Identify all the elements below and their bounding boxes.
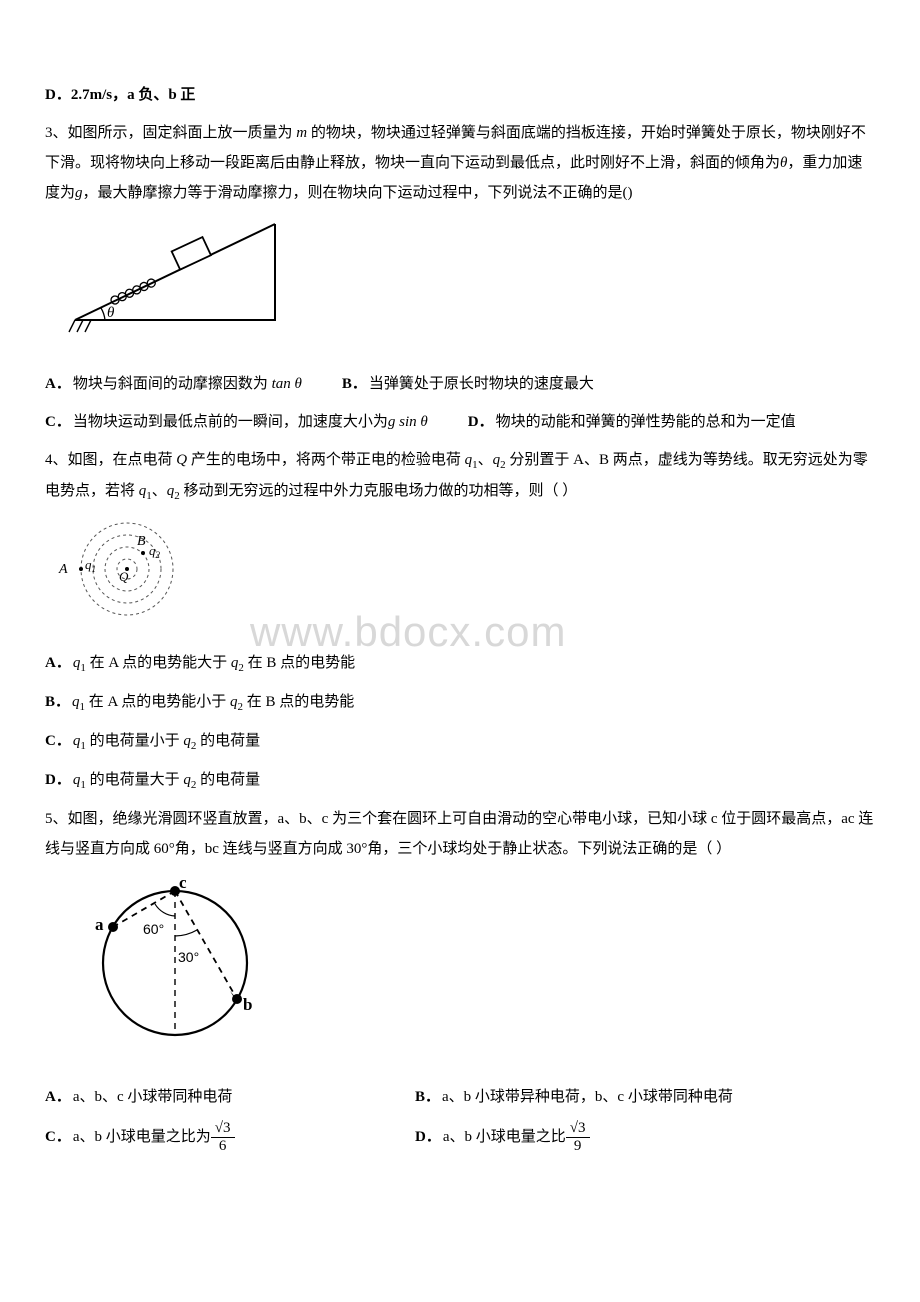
q4-t4: 移动到无穷远的过程中外力克服电场力做的功相等，则（ ） (180, 483, 578, 499)
option-math: g sin θ (388, 407, 428, 437)
option-text: 物块的动能和弹簧的弹性势能的总和为一定值 (496, 407, 796, 437)
option-prefix: C． (45, 1122, 71, 1152)
q4-figure: A q1 B q2 Q (55, 519, 875, 630)
q3-option-d: D．物块的动能和弹簧的弹性势能的总和为一定值 (468, 407, 796, 437)
q5-stem: 5、如图，绝缘光滑圆环竖直放置，a、b、c 为三个套在圆环上可自由滑动的空心带电… (45, 804, 875, 864)
q5-figure-svg: a b c 60° 30° (85, 878, 275, 1053)
option-prefix: D． (415, 1122, 441, 1152)
q3-options-row1: A．物块与斜面间的动摩擦因数为 tan θ B．当弹簧处于原长时物块的速度最大 (45, 369, 875, 399)
q5-options-row1: A．a、b、c 小球带同种电荷 B．a、b 小球带异种电荷，b、c 小球带同种电… (45, 1082, 875, 1112)
q3-option-a: A．物块与斜面间的动摩擦因数为 tan θ (45, 369, 302, 399)
q4-option-a: A．q1 在 A 点的电势能大于 q2 在 B 点的电势能 (45, 648, 875, 679)
q2-option-d: D．2.7m/s，a 负、b 正 (45, 80, 875, 110)
q5-option-c: C．a、b 小球电量之比为 √3 6 (45, 1120, 375, 1154)
option-prefix: D． (45, 772, 71, 788)
q3-theta-label: θ (107, 305, 115, 321)
q4-option-d: D．q1 的电荷量大于 q2 的电荷量 (45, 765, 875, 796)
option-prefix: D． (45, 87, 71, 103)
option-text: 物块与斜面间的动摩擦因数为 (73, 369, 268, 399)
option-prefix: C． (45, 407, 71, 437)
q5-text: 如图，绝缘光滑圆环竖直放置，a、b、c 为三个套在圆环上可自由滑动的空心带电小球… (45, 811, 873, 857)
option-text: a、b 小球电量之比 (443, 1122, 566, 1152)
q3-option-c: C．当物块运动到最低点前的一瞬间，加速度大小为 g sin θ (45, 407, 428, 437)
q5-option-a: A．a、b、c 小球带同种电荷 (45, 1082, 375, 1112)
q3-text4: ，最大静摩擦力等于滑动摩擦力，则在物块向下运动过程中，下列说法不正确的是() (83, 185, 633, 201)
q3-option-b: B．当弹簧处于原长时物块的速度最大 (342, 369, 594, 399)
option-prefix: C． (45, 733, 71, 749)
q4-dot: 、 (478, 452, 493, 468)
q5-number: 5、 (45, 811, 68, 827)
q5-angle60: 60° (143, 921, 164, 937)
q4-t2: 产生的电场中，将两个带正电的检验电荷 (187, 452, 465, 468)
q3-figure-svg: θ (65, 220, 285, 340)
q5-b-label: b (243, 995, 252, 1014)
q5-figure: a b c 60° 30° (85, 878, 875, 1064)
page-content: D．2.7m/s，a 负、b 正 3、如图所示，固定斜面上放一质量为 m 的物块… (45, 80, 875, 1154)
q4-number: 4、 (45, 452, 68, 468)
option-prefix: A． (45, 1082, 71, 1112)
q3-number: 3、 (45, 125, 68, 141)
q4-option-c: C．q1 的电荷量小于 q2 的电荷量 (45, 726, 875, 757)
option-text: a、b 小球电量之比为 (73, 1122, 211, 1152)
q5-a-label: a (95, 915, 104, 934)
svg-text:q2: q2 (149, 543, 161, 560)
fraction: √3 6 (211, 1120, 235, 1154)
q3-text1: 如图所示，固定斜面上放一质量为 (68, 125, 297, 141)
q3-g: g (75, 185, 83, 201)
option-prefix: B． (415, 1082, 440, 1112)
q5-angle30: 30° (178, 949, 199, 965)
q5-c-label: c (179, 878, 187, 892)
q4-option-b: B．q1 在 A 点的电势能小于 q2 在 B 点的电势能 (45, 687, 875, 718)
q4-t1: 如图，在点电荷 (68, 452, 177, 468)
option-prefix: B． (45, 694, 70, 710)
option-text: 2.7m/s，a 负、b 正 (71, 87, 196, 103)
q4-figure-svg: A q1 B q2 Q (55, 519, 205, 619)
q3-options-row2: C．当物块运动到最低点前的一瞬间，加速度大小为 g sin θ D．物块的动能和… (45, 407, 875, 437)
q3-stem: 3、如图所示，固定斜面上放一质量为 m 的物块，物块通过轻弹簧与斜面底端的挡板连… (45, 118, 875, 208)
option-prefix: A． (45, 369, 71, 399)
q5-option-b: B．a、b 小球带异种电荷，b、c 小球带同种电荷 (415, 1082, 733, 1112)
option-text: 当物块运动到最低点前的一瞬间，加速度大小为 (73, 407, 388, 437)
option-text: a、b 小球带异种电荷，b、c 小球带同种电荷 (442, 1082, 733, 1112)
q4-stem: 4、如图，在点电荷 Q 产生的电场中，将两个带正电的检验电荷 q1、q2 分别置… (45, 445, 875, 507)
option-prefix: B． (342, 369, 367, 399)
q4-A-label: A (58, 562, 68, 577)
q5-option-d: D．a、b 小球电量之比 √3 9 (415, 1120, 590, 1154)
q3-m: m (296, 125, 307, 141)
option-text: 当弹簧处于原长时物块的速度最大 (369, 369, 594, 399)
option-prefix: D． (468, 407, 494, 437)
q4-B-label: B (137, 534, 146, 549)
option-prefix: A． (45, 655, 71, 671)
q4-Q: Q (176, 452, 187, 468)
q3-figure: θ (65, 220, 875, 351)
q4-Q-label: Q (119, 569, 129, 584)
option-math: tan θ (272, 369, 302, 399)
q5-options-row2: C．a、b 小球电量之比为 √3 6 D．a、b 小球电量之比 √3 9 (45, 1120, 875, 1154)
option-text: a、b、c 小球带同种电荷 (73, 1082, 233, 1112)
fraction: √3 9 (566, 1120, 590, 1154)
